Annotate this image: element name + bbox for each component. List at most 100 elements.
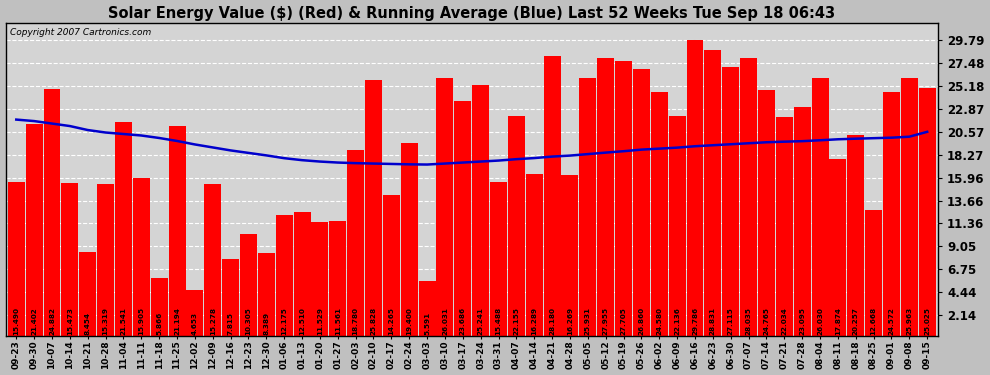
Bar <box>294 212 311 336</box>
Text: 24.882: 24.882 <box>49 307 55 335</box>
Bar <box>79 252 96 336</box>
Bar <box>168 126 185 336</box>
Text: Copyright 2007 Cartronics.com: Copyright 2007 Cartronics.com <box>10 28 151 37</box>
Bar <box>44 89 60 336</box>
Bar <box>490 182 507 336</box>
Text: 17.874: 17.874 <box>835 307 841 335</box>
Text: 5.591: 5.591 <box>424 312 430 335</box>
Bar <box>454 101 471 336</box>
Bar <box>133 178 149 336</box>
Text: 29.786: 29.786 <box>692 307 698 335</box>
Text: 24.580: 24.580 <box>656 307 662 335</box>
Text: 25.931: 25.931 <box>585 307 591 335</box>
Text: 20.257: 20.257 <box>852 307 858 335</box>
Bar <box>758 90 775 336</box>
Bar <box>419 281 436 336</box>
Text: 10.305: 10.305 <box>246 307 251 335</box>
Bar <box>794 107 811 336</box>
Bar <box>650 92 668 336</box>
Bar <box>847 135 864 336</box>
Bar <box>741 58 757 336</box>
Bar <box>347 150 364 336</box>
Bar <box>561 175 578 336</box>
Text: 25.963: 25.963 <box>906 307 913 335</box>
Bar <box>257 253 275 336</box>
Text: 15.278: 15.278 <box>210 307 216 335</box>
Text: 22.034: 22.034 <box>781 307 787 335</box>
Text: 14.265: 14.265 <box>388 307 394 335</box>
Text: 8.454: 8.454 <box>85 312 91 335</box>
Text: 28.035: 28.035 <box>745 307 751 335</box>
Bar <box>437 78 453 336</box>
Text: 12.510: 12.510 <box>299 307 305 335</box>
Text: 12.668: 12.668 <box>870 307 876 335</box>
Bar <box>8 182 25 336</box>
Text: 22.155: 22.155 <box>514 307 520 335</box>
Text: 15.905: 15.905 <box>139 307 145 335</box>
Text: 19.400: 19.400 <box>406 307 412 335</box>
Bar <box>597 58 614 336</box>
Bar <box>919 87 936 336</box>
Text: 16.269: 16.269 <box>567 307 573 335</box>
Bar <box>901 78 918 336</box>
Bar <box>150 278 167 336</box>
Text: 24.572: 24.572 <box>888 307 895 335</box>
Bar <box>97 184 114 336</box>
Text: 21.194: 21.194 <box>174 307 180 335</box>
Text: 15.490: 15.490 <box>13 307 19 335</box>
Bar <box>508 116 525 336</box>
Bar <box>865 210 882 336</box>
Bar <box>204 184 221 336</box>
Text: 15.473: 15.473 <box>67 307 73 335</box>
Bar <box>812 78 829 336</box>
Bar <box>633 69 649 336</box>
Bar <box>312 222 329 336</box>
Bar <box>526 174 543 336</box>
Text: 23.095: 23.095 <box>799 307 805 335</box>
Text: 28.831: 28.831 <box>710 307 716 335</box>
Bar <box>776 117 793 336</box>
Bar <box>704 50 722 336</box>
Bar <box>26 123 43 336</box>
Bar <box>240 234 257 336</box>
Text: 25.828: 25.828 <box>370 307 376 335</box>
Text: 12.175: 12.175 <box>281 307 287 335</box>
Text: 4.653: 4.653 <box>192 312 198 335</box>
Text: 25.241: 25.241 <box>477 307 484 335</box>
Bar <box>401 144 418 336</box>
Text: 11.561: 11.561 <box>335 307 341 335</box>
Text: 21.541: 21.541 <box>121 307 127 335</box>
Bar <box>472 86 489 336</box>
Text: 26.030: 26.030 <box>817 307 823 335</box>
Text: 21.402: 21.402 <box>31 307 38 335</box>
Bar <box>275 215 293 336</box>
Title: Solar Energy Value ($) (Red) & Running Average (Blue) Last 52 Weeks Tue Sep 18 0: Solar Energy Value ($) (Red) & Running A… <box>108 6 836 21</box>
Text: 16.289: 16.289 <box>532 307 538 335</box>
Text: 24.765: 24.765 <box>763 307 769 335</box>
Bar <box>723 67 740 336</box>
Text: 18.780: 18.780 <box>352 307 358 335</box>
Bar <box>615 61 632 336</box>
Bar <box>668 116 686 336</box>
Text: 8.389: 8.389 <box>263 312 269 335</box>
Bar <box>544 56 560 336</box>
Bar <box>222 259 240 336</box>
Bar <box>383 195 400 336</box>
Text: 7.815: 7.815 <box>228 312 234 335</box>
Text: 15.488: 15.488 <box>496 307 502 335</box>
Text: 26.031: 26.031 <box>442 307 447 335</box>
Bar <box>579 78 596 336</box>
Bar <box>330 221 346 336</box>
Bar <box>365 80 382 336</box>
Bar <box>686 40 704 336</box>
Text: 25.025: 25.025 <box>925 307 931 335</box>
Text: 26.860: 26.860 <box>639 307 644 335</box>
Text: 23.686: 23.686 <box>459 307 466 335</box>
Text: 28.180: 28.180 <box>549 307 555 335</box>
Bar <box>883 92 900 336</box>
Bar <box>61 183 78 336</box>
Bar <box>186 290 203 336</box>
Text: 15.319: 15.319 <box>103 307 109 335</box>
Bar <box>830 159 846 336</box>
Text: 27.955: 27.955 <box>603 307 609 335</box>
